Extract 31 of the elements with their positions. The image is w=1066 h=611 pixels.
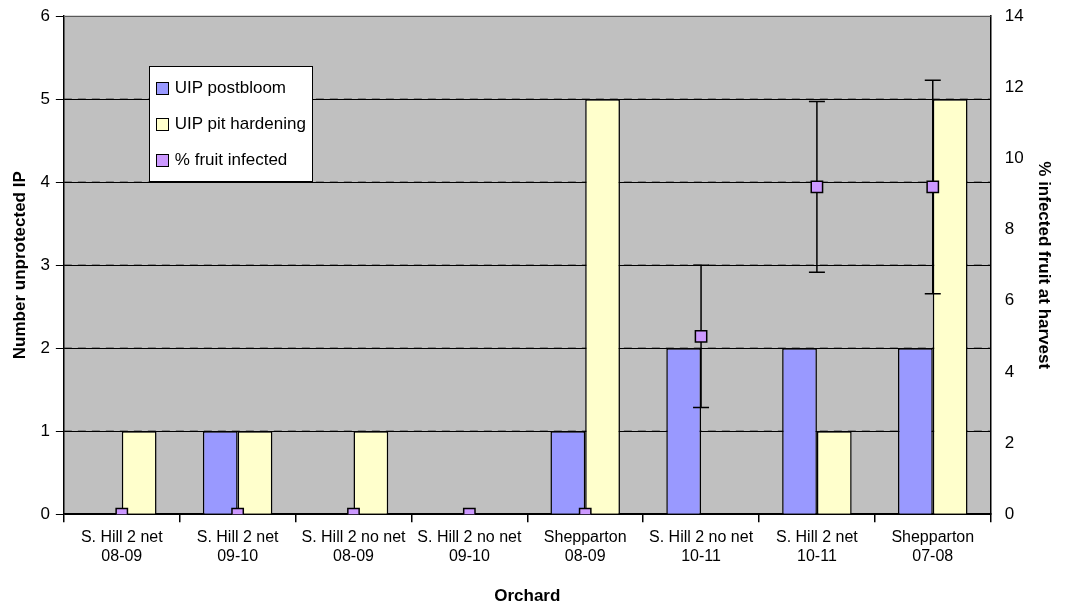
y2-tick-label: 10 <box>1004 148 1024 168</box>
y2-tick-label: 2 <box>1004 432 1015 452</box>
y2-tick-label: 12 <box>1004 77 1024 97</box>
x-tick-label: S. Hill 2 no net 10-11 <box>649 528 754 565</box>
legend-label: UIP postbloom <box>174 77 287 100</box>
y2-tick-label: 8 <box>1004 219 1015 239</box>
x-tick-label: S. Hill 2 net 10-11 <box>776 528 859 565</box>
y-tick-label: 3 <box>40 254 50 274</box>
y-tick-label: 1 <box>40 420 50 440</box>
x-tick-label: S. Hill 2 no net 09-10 <box>417 528 522 565</box>
y-tick-label: 0 <box>40 503 50 523</box>
y2-tick-label: 14 <box>1004 5 1024 25</box>
x-tick-label: Shepparton 08-09 <box>543 528 627 565</box>
legend-label: UIP pit hardening <box>174 113 306 136</box>
point <box>926 180 940 194</box>
y-tick-label: 2 <box>40 337 50 357</box>
y-axis-title: Number unprotected IP <box>9 171 29 360</box>
point <box>694 329 708 343</box>
y-tick-label: 4 <box>40 171 50 191</box>
y2-tick-label: 0 <box>1004 503 1015 523</box>
legend-label: % fruit infected <box>174 149 288 172</box>
x-tick-label: Shepparton 07-08 <box>891 528 975 565</box>
y-tick-label: 5 <box>40 88 50 108</box>
y2-tick-label: 6 <box>1004 290 1015 310</box>
x-tick-label: S. Hill 2 no net 08-09 <box>301 528 407 565</box>
y2-tick-label: 4 <box>1004 361 1015 381</box>
y-tick-label: 6 <box>40 5 50 25</box>
x-tick-label: S. Hill 2 net 09-10 <box>196 528 280 565</box>
x-tick-label: S. Hill 2 net 08-09 <box>80 528 164 565</box>
x-axis-title: Orchard <box>494 586 561 606</box>
y2-axis-title: % infected fruit at harvest <box>1035 161 1055 370</box>
